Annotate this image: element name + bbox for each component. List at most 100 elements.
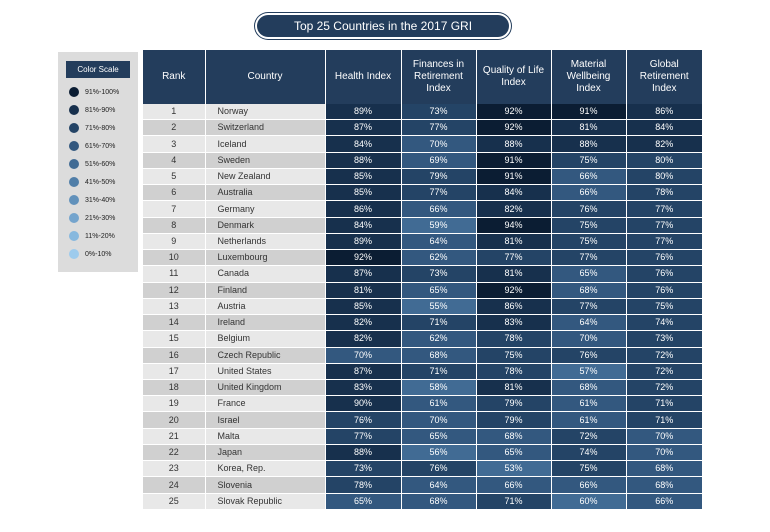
value-cell: 62% [401,330,477,348]
legend-swatch [69,123,79,133]
rank-cell: 1 [143,104,206,121]
value-cell: 92% [476,282,552,299]
legend-label: 91%-100% [85,88,120,96]
value-cell: 89% [325,104,402,121]
legend-item: 51%-60% [69,158,115,170]
value-cell: 64% [401,233,477,251]
value-cell: 61% [551,395,627,413]
value-cell: 80% [626,168,702,186]
value-cell: 68% [551,282,627,299]
value-cell: 72% [626,379,702,397]
value-cell: 90% [325,395,402,413]
value-cell: 65% [325,493,402,510]
legend-swatch [69,231,79,241]
legend-item: 71%-80% [69,122,115,134]
value-cell: 66% [551,168,627,186]
country-cell: France [205,395,326,413]
value-cell: 66% [626,493,702,510]
value-cell: 78% [626,184,702,202]
rank-cell: 5 [143,168,206,186]
value-cell: 74% [551,444,627,462]
column-header: Finances in Retirement Index [401,50,477,104]
country-cell: Finland [205,282,326,299]
legend-item: 91%-100% [69,86,119,98]
table-row: 9 Netherlands 89% 64% 81% 75% 77% [143,233,702,251]
value-cell: 87% [325,265,402,283]
value-cell: 76% [551,347,627,364]
rank-cell: 8 [143,217,206,234]
value-cell: 76% [626,249,702,267]
value-cell: 82% [476,200,552,218]
value-cell: 88% [476,135,552,153]
value-cell: 86% [325,200,402,218]
legend-swatch [69,213,79,223]
rank-cell: 19 [143,395,206,413]
value-cell: 87% [325,119,402,137]
column-header: Material Wellbeing Index [551,50,627,104]
value-cell: 55% [401,298,477,316]
legend-label: 81%-90% [85,106,116,114]
country-cell: Belgium [205,330,326,348]
value-cell: 83% [476,314,552,332]
value-cell: 92% [476,104,552,121]
country-cell: Sweden [205,152,326,169]
value-cell: 77% [476,249,552,267]
legend-label: 0%-10% [85,250,112,258]
value-cell: 91% [476,152,552,169]
value-cell: 72% [626,347,702,364]
country-cell: United Kingdom [205,379,326,397]
value-cell: 56% [401,444,477,462]
country-cell: Germany [205,200,326,218]
legend-swatch [69,249,79,259]
country-cell: Australia [205,184,326,202]
country-cell: Slovak Republic [205,493,326,510]
value-cell: 71% [401,363,477,380]
rank-cell: 4 [143,152,206,169]
legend-label: 21%-30% [85,214,116,222]
value-cell: 77% [551,249,627,267]
value-cell: 81% [551,119,627,137]
value-cell: 75% [476,347,552,364]
value-cell: 88% [325,152,402,169]
table-row: 10 Luxembourg 92% 62% 77% 77% 76% [143,249,702,267]
color-scale-legend: Color Scale 91%-100% 81%-90% 71%-80% 61%-70… [58,52,138,272]
table-header-row: Rank Country Health Index Finances in Retir… [143,50,702,104]
value-cell: 88% [325,444,402,462]
rank-cell: 20 [143,411,206,429]
country-cell: Iceland [205,135,326,153]
value-cell: 68% [551,379,627,397]
country-cell: Slovenia [205,476,326,494]
value-cell: 69% [401,152,477,169]
value-cell: 73% [325,460,402,478]
value-cell: 91% [476,168,552,186]
value-cell: 75% [551,217,627,234]
value-cell: 86% [476,298,552,316]
country-cell: New Zealand [205,168,326,186]
table-row: 13 Austria 85% 55% 86% 77% 75% [143,298,702,316]
value-cell: 68% [626,460,702,478]
value-cell: 65% [401,428,477,445]
value-cell: 72% [626,363,702,380]
value-cell: 76% [401,460,477,478]
table-row: 17 United States 87% 71% 78% 57% 72% [143,363,702,380]
country-cell: Malta [205,428,326,445]
table-row: 24 Slovenia 78% 64% 66% 66% 68% [143,476,702,494]
legend-item: 21%-30% [69,212,115,224]
value-cell: 73% [401,265,477,283]
value-cell: 82% [325,330,402,348]
table-row: 4 Sweden 88% 69% 91% 75% 80% [143,152,702,169]
value-cell: 60% [551,493,627,510]
value-cell: 77% [626,200,702,218]
legend-item: 0%-10% [69,248,111,260]
legend-item: 31%-40% [69,194,115,206]
legend-swatch [69,159,79,169]
legend-swatch [69,177,79,187]
table-row: 20 Israel 76% 70% 79% 61% 71% [143,411,702,429]
value-cell: 70% [325,347,402,364]
value-cell: 85% [325,168,402,186]
value-cell: 86% [626,104,702,121]
value-cell: 92% [325,249,402,267]
rank-cell: 6 [143,184,206,202]
value-cell: 75% [551,233,627,251]
rank-cell: 24 [143,476,206,494]
